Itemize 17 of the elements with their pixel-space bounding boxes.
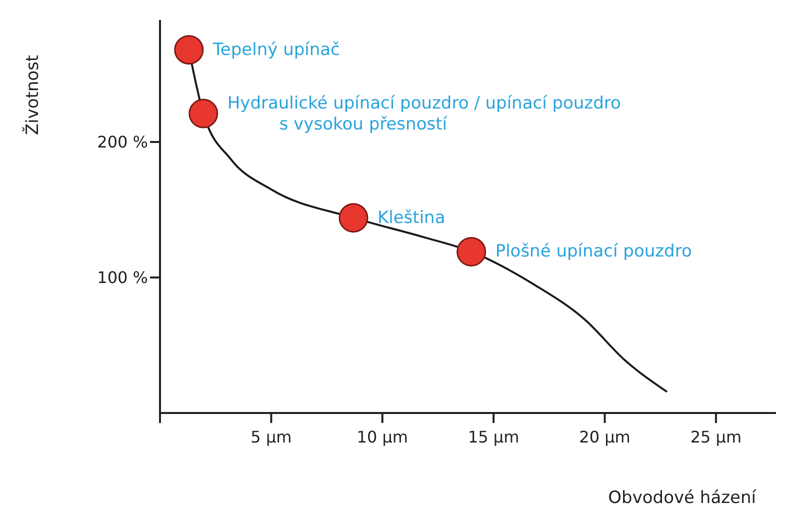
y-tick-label: 200 %	[97, 132, 148, 152]
point	[456, 236, 486, 266]
y-axis-title: Životnost	[22, 54, 43, 136]
x-axis-title: Obvodové házení	[608, 488, 758, 508]
y-tick-label: 100 %	[97, 268, 148, 288]
annotation: Kleština	[377, 208, 446, 228]
annotation: Plošné upínací pouzdro	[495, 242, 692, 262]
point	[174, 35, 204, 65]
annotation: Hydraulické upínací pouzdro / upínací pouzdro s vysokou přesností	[227, 94, 621, 135]
x-tick-label: 15 µm	[468, 427, 520, 446]
point	[188, 98, 218, 128]
x-tick-label: 25 µm	[690, 427, 742, 446]
x-tick-label: 20 µm	[579, 427, 630, 446]
x-tick-label: 10 µm	[356, 427, 408, 446]
point	[338, 203, 368, 233]
x-tick-label: 5 µm	[250, 427, 292, 446]
annotation: Tepelný upínač	[212, 40, 340, 60]
